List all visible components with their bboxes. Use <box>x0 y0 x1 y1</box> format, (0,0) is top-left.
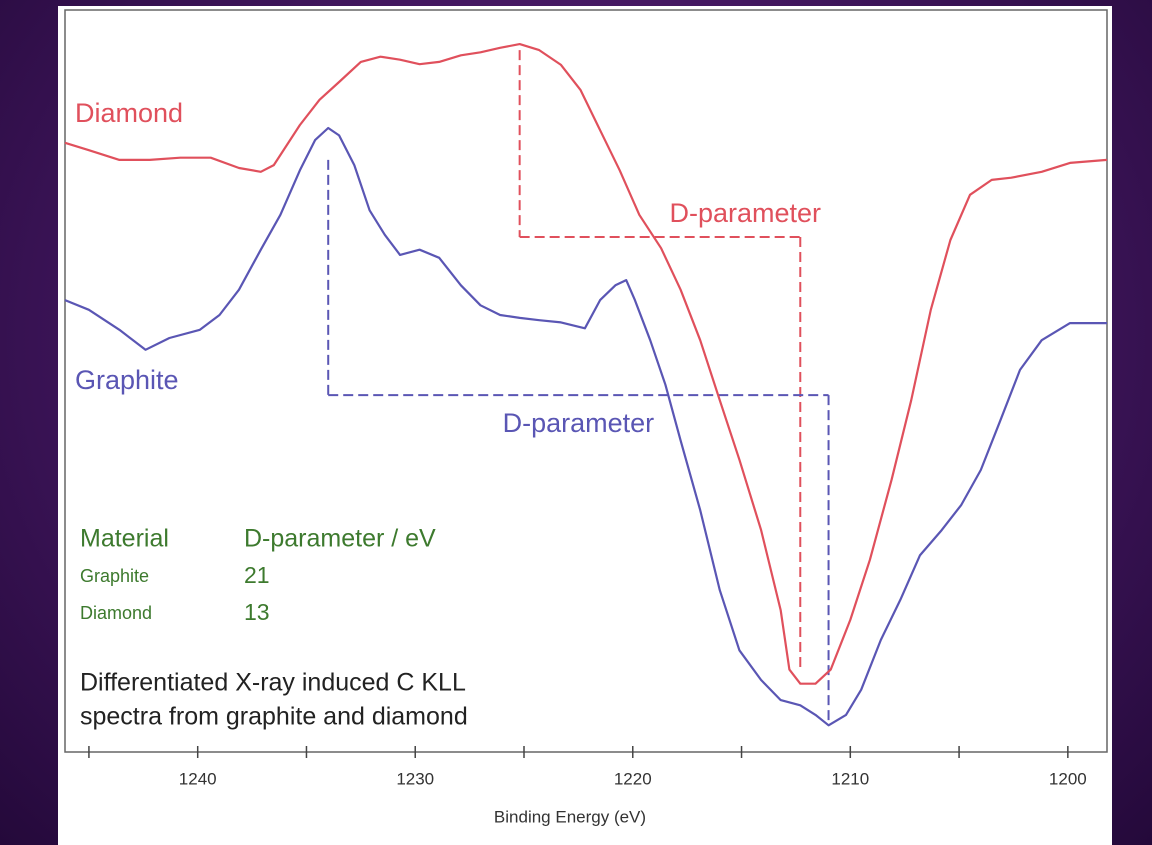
x-tick-label: 1200 <box>1049 769 1087 788</box>
table-cell: Graphite <box>80 566 149 586</box>
series-label: Diamond <box>75 98 183 128</box>
x-tick-label: 1240 <box>179 769 217 788</box>
x-tick-label: 1220 <box>614 769 652 788</box>
d-parameter-label: D-parameter <box>670 198 822 228</box>
table-cell: 21 <box>244 562 270 588</box>
x-tick-label: 1230 <box>396 769 434 788</box>
table-header: D-parameter / eV <box>244 525 436 553</box>
x-tick-label: 1210 <box>831 769 869 788</box>
table-header: Material <box>80 525 169 553</box>
x-axis-label: Binding Energy (eV) <box>494 807 646 826</box>
spectrum-line <box>64 126 1107 727</box>
series-label: Graphite <box>75 365 179 395</box>
spectrum-line <box>64 42 1108 685</box>
d-parameter-label: D-parameter <box>503 408 655 438</box>
note: spectra from graphite and diamond <box>80 703 468 731</box>
panel <box>58 6 1112 845</box>
plot-frame <box>64 9 1108 753</box>
table-cell: 13 <box>244 599 270 625</box>
table-cell: Diamond <box>80 603 152 623</box>
note: Differentiated X-ray induced C KLL <box>80 669 466 697</box>
